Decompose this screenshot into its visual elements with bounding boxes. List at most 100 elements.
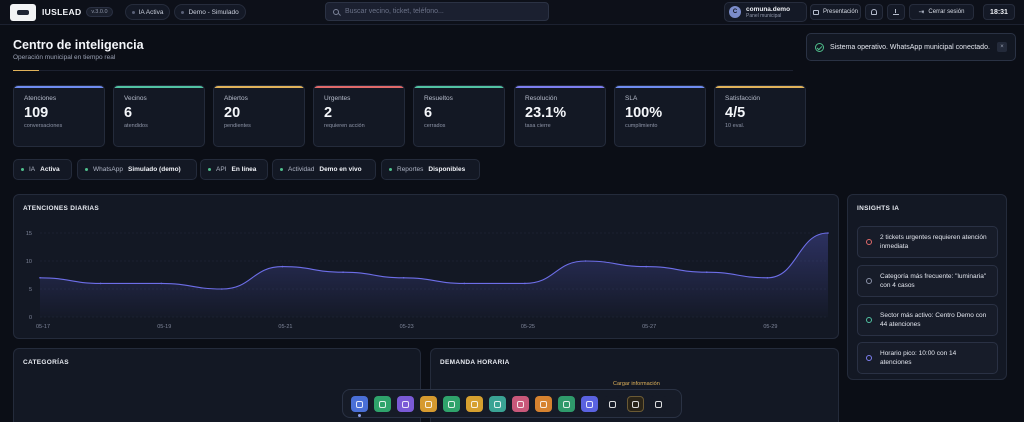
map-dock-button[interactable] bbox=[443, 396, 460, 412]
kpi-accent bbox=[715, 86, 805, 88]
status-label: API bbox=[216, 166, 227, 173]
bell-icon bbox=[871, 9, 877, 15]
screen-icon bbox=[812, 9, 819, 15]
app-logo[interactable] bbox=[10, 3, 36, 21]
kpi-accent bbox=[14, 86, 104, 88]
kpi-accent bbox=[515, 86, 605, 88]
kpi-value: 23.1% bbox=[525, 105, 567, 121]
kpi-label: SLA bbox=[625, 95, 638, 102]
close-icon[interactable]: × bbox=[997, 42, 1007, 52]
kpi-value: 100% bbox=[625, 105, 663, 121]
kpi-label: Satisfacción bbox=[725, 95, 761, 102]
dashboard-dock-button[interactable] bbox=[351, 396, 368, 417]
message-dock-button[interactable] bbox=[397, 396, 414, 412]
x-tick-label: 05-27 bbox=[642, 324, 656, 330]
notifications-button[interactable] bbox=[865, 4, 883, 20]
dashboard-icon bbox=[356, 400, 363, 408]
kpi-value: 109 bbox=[24, 105, 49, 121]
logout-icon: ⇥ bbox=[918, 8, 925, 16]
x-tick-label: 05-21 bbox=[278, 324, 292, 330]
upload-dock-button[interactable] bbox=[627, 396, 644, 412]
page-dock-button[interactable] bbox=[604, 396, 621, 412]
insight-text: Horario pico: 10:00 con 14 atenciones bbox=[880, 350, 957, 366]
brand-name: IUSLEAD bbox=[42, 7, 82, 17]
users-dock-button[interactable] bbox=[558, 396, 575, 412]
kpi-accent bbox=[314, 86, 404, 88]
kpi-card-satisfaccin[interactable]: Satisfacción 4/5 10 eval. bbox=[714, 85, 806, 147]
kpi-card-resueltos[interactable]: Resueltos 6 cerrados bbox=[413, 85, 505, 147]
daily-attentions-panel: ATENCIONES DIARIAS 0 5 10 15 05-17 05-19 05-21… bbox=[13, 194, 839, 339]
map-icon bbox=[448, 400, 455, 408]
kpi-card-abiertos[interactable]: Abiertos 20 pendientes bbox=[213, 85, 305, 147]
kpi-accent bbox=[214, 86, 304, 88]
system-toast: Sistema operativo. WhatsApp municipal co… bbox=[806, 33, 1016, 61]
kpi-card-urgentes[interactable]: Urgentes 2 requieren acción bbox=[313, 85, 405, 147]
clipboard-dock-button[interactable] bbox=[581, 396, 598, 412]
send-icon bbox=[655, 400, 662, 408]
bar-chart-icon bbox=[866, 278, 872, 284]
kpi-value: 6 bbox=[424, 105, 433, 121]
data-point bbox=[402, 277, 405, 279]
page-subtitle: Operación municipal en tiempo real bbox=[13, 54, 116, 61]
data-point bbox=[766, 277, 769, 279]
insight-text: Categoría más frecuente: "luminaria" con… bbox=[880, 273, 987, 289]
logout-label: Cerrar sesión bbox=[928, 9, 965, 15]
chart-icon bbox=[494, 400, 501, 408]
status-pill-whatsapp: WhatsApp Simulado (demo) bbox=[77, 159, 197, 180]
kpi-caption: cerrados bbox=[424, 123, 446, 129]
message-icon bbox=[402, 400, 409, 408]
logout-button[interactable]: ⇥ Cerrar sesión bbox=[909, 4, 974, 20]
file-dock-button[interactable] bbox=[466, 396, 483, 412]
insight-text: Sector más activo: Centro Demo con 44 at… bbox=[880, 312, 987, 328]
calendar-dock-button[interactable] bbox=[512, 396, 529, 412]
chat-icon bbox=[379, 400, 386, 408]
kpi-accent bbox=[414, 86, 504, 88]
y-tick-label: 10 bbox=[26, 259, 32, 265]
send-dock-button[interactable] bbox=[650, 396, 667, 412]
insight-card[interactable]: Horario pico: 10:00 con 14 atenciones bbox=[857, 342, 998, 374]
dock-tooltip: Cargar información bbox=[613, 381, 660, 387]
kpi-caption: requieren acción bbox=[324, 123, 365, 129]
data-point bbox=[160, 282, 163, 285]
data-point bbox=[99, 282, 102, 285]
data-point bbox=[463, 282, 466, 285]
kpi-caption: tasa cierre bbox=[525, 123, 551, 129]
x-tick-label: 05-19 bbox=[157, 324, 171, 330]
bullet-icon bbox=[131, 10, 135, 14]
data-point bbox=[827, 232, 829, 234]
document-dock-button[interactable] bbox=[420, 396, 437, 412]
status-value: Simulado (demo) bbox=[128, 166, 181, 173]
kpi-value: 6 bbox=[124, 105, 133, 121]
kpi-card-atenciones[interactable]: Atenciones 109 conversaciones bbox=[13, 85, 105, 147]
demo-mode-chip[interactable]: Demo - Simulado bbox=[174, 4, 246, 20]
chat-dock-button[interactable] bbox=[374, 396, 391, 412]
y-tick-label: 0 bbox=[29, 315, 32, 321]
panel-title: DEMANDA HORARIA bbox=[440, 359, 510, 366]
presentation-button[interactable]: Presentación bbox=[810, 4, 861, 20]
kpi-card-vecinos[interactable]: Vecinos 6 atendidos bbox=[113, 85, 205, 147]
user-menu[interactable]: C comuna.demo Panel municipal bbox=[724, 2, 807, 22]
report-dock-button[interactable] bbox=[535, 396, 552, 412]
title-accent bbox=[13, 70, 39, 71]
status-dot-icon bbox=[21, 168, 24, 171]
status-dot-icon bbox=[85, 168, 88, 171]
version-badge: v.3.0.0 bbox=[86, 7, 113, 17]
insight-card[interactable]: Categoría más frecuente: "luminaria" con… bbox=[857, 265, 998, 297]
kpi-card-resolucin[interactable]: Resolución 23.1% tasa cierre bbox=[514, 85, 606, 147]
status-label: WhatsApp bbox=[93, 166, 123, 173]
insight-card[interactable]: 2 tickets urgentes requieren atención in… bbox=[857, 226, 998, 258]
kpi-card-sla[interactable]: SLA 100% cumplimiento bbox=[614, 85, 706, 147]
chart-dock-button[interactable] bbox=[489, 396, 506, 412]
kpi-label: Resolución bbox=[525, 95, 558, 102]
ia-status-chip[interactable]: IA Activa bbox=[124, 4, 171, 20]
search-icon bbox=[333, 8, 339, 15]
download-button[interactable] bbox=[887, 4, 905, 20]
avatar: C bbox=[729, 6, 741, 18]
status-pill-actividad: Actividad Demo en vivo bbox=[272, 159, 376, 180]
status-pill-ia: IA Activa bbox=[13, 159, 72, 180]
insight-card[interactable]: Sector más activo: Centro Demo con 44 at… bbox=[857, 304, 998, 336]
document-icon bbox=[425, 400, 432, 408]
x-tick-label: 05-23 bbox=[400, 324, 414, 330]
users-icon bbox=[563, 400, 570, 408]
search-input[interactable]: Buscar vecino, ticket, teléfono... bbox=[325, 2, 549, 21]
